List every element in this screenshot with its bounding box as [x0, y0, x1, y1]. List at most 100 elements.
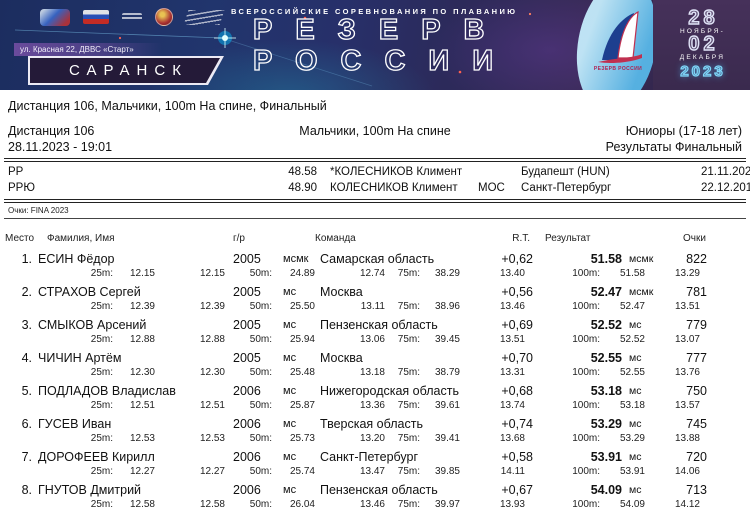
sport-rank: мс	[283, 484, 297, 496]
split-value: 75m:	[397, 433, 420, 444]
split-value: 75m:	[397, 334, 420, 345]
final-result: 53.18	[590, 384, 622, 398]
split-value: 25.48	[289, 367, 315, 378]
result-main-line: 7. ДОРОФЕЕВ Кирилл 2006 мс Санкт-Петербург +0…	[0, 450, 750, 465]
split-value: 51.58	[619, 268, 645, 279]
split-value: 13.76	[674, 367, 700, 378]
results-document: Дистанция 106, Мальчики, 100m На спине, …	[0, 90, 750, 526]
split-value: 50m:	[249, 334, 272, 345]
col-name: Фамилия, Имя	[47, 233, 115, 244]
split-value: 25m:	[90, 301, 113, 312]
split-value: 26.04	[289, 499, 315, 510]
split-value: 12.53	[199, 433, 225, 444]
russian-flag-icon	[83, 10, 109, 24]
split-value: 12.30	[199, 367, 225, 378]
sport-rank: мсмк	[283, 253, 309, 265]
split-value: 39.45	[434, 334, 460, 345]
split-value: 13.93	[499, 499, 525, 510]
result-main-line: 2. СТРАХОВ Сергей 2005 мс Москва +0,56 52.47 мс…	[0, 285, 750, 300]
col-result: Результат	[545, 233, 591, 244]
competition-title: РЕЗЕРВ РОССИИ	[252, 14, 516, 77]
divider	[4, 158, 746, 162]
record-row: РРЮ 48.90 КОЛЕСНИКОВ Климент МОС Санкт-Петер…	[0, 180, 750, 196]
team-name: Москва	[320, 351, 363, 365]
reserve-russia-sail-icon	[598, 10, 642, 63]
split-value: 50m:	[249, 367, 272, 378]
split-value: 25.87	[289, 400, 315, 411]
split-value: 13.29	[674, 268, 700, 279]
split-value: 25.94	[289, 334, 315, 345]
points-value: 822	[686, 252, 707, 266]
sport-rank: мс	[283, 319, 297, 331]
final-result: 52.47	[590, 285, 622, 299]
record-org: МОС	[478, 182, 505, 194]
split-value: 12.53	[129, 433, 155, 444]
split-value: 13.18	[359, 367, 385, 378]
result-rank: мс	[629, 418, 642, 430]
split-value: 12.39	[199, 301, 225, 312]
col-year: г/р	[233, 233, 245, 244]
split-value: 13.46	[499, 301, 525, 312]
sport-rank: мс	[283, 286, 297, 298]
reaction-time: +0,56	[501, 285, 533, 299]
split-value: 38.29	[434, 268, 460, 279]
split-value: 100m:	[572, 268, 600, 279]
split-value: 13.51	[499, 334, 525, 345]
split-value: 13.88	[674, 433, 700, 444]
date-day-from: 28	[688, 7, 719, 29]
split-value: 13.47	[359, 466, 385, 477]
date-year: 2023	[680, 63, 726, 80]
points-value: 750	[686, 384, 707, 398]
split-value: 75m:	[397, 466, 420, 477]
place-number: 2.	[21, 285, 32, 299]
event-distance: Дистанция 106	[8, 124, 95, 138]
split-value: 13.57	[674, 400, 700, 411]
result-row: 1. ЕСИН Фёдор 2005 мсмк Самарская область +0,…	[0, 252, 750, 281]
split-value: 75m:	[397, 499, 420, 510]
page-title: Дистанция 106, Мальчики, 100m На спине, …	[8, 99, 327, 113]
split-value: 13.20	[359, 433, 385, 444]
result-splits-line: 25m: 12.88 12.88 50m: 25.94 13.06 75m: 39.45 13.…	[0, 333, 750, 347]
result-main-line: 4. ЧИЧИН Артём 2005 мс Москва +0,70 52.55 мс 777	[0, 351, 750, 366]
results-rows: 1. ЕСИН Фёдор 2005 мсмк Самарская область +0,…	[0, 252, 750, 512]
team-name: Санкт-Петербург	[320, 450, 419, 464]
final-result: 53.91	[590, 450, 622, 464]
swimmer-name: ДОРОФЕЕВ Кирилл	[38, 450, 155, 464]
swimmer-name: ЕСИН Фёдор	[38, 252, 115, 266]
split-value: 14.12	[674, 499, 700, 510]
split-value: 12.15	[199, 268, 225, 279]
birth-year: 2005	[233, 351, 261, 365]
result-splits-line: 25m: 12.39 12.39 50m: 25.50 13.11 75m: 38.96 13.…	[0, 300, 750, 314]
split-value: 25m:	[90, 367, 113, 378]
divider	[4, 199, 746, 203]
result-main-line: 1. ЕСИН Фёдор 2005 мсмк Самарская область +0,…	[0, 252, 750, 267]
split-value: 100m:	[572, 499, 600, 510]
swimmer-name: ГНУТОВ Дмитрий	[38, 483, 142, 497]
split-value: 39.85	[434, 466, 460, 477]
sport-rank: мс	[283, 418, 297, 430]
split-value: 52.55	[619, 367, 645, 378]
split-value: 13.68	[499, 433, 525, 444]
split-value: 25m:	[90, 334, 113, 345]
points-value: 779	[686, 318, 707, 332]
split-value: 12.88	[129, 334, 155, 345]
result-rank: мс	[629, 319, 642, 331]
place-number: 6.	[21, 417, 32, 431]
sport-rank: мс	[283, 352, 297, 364]
result-splits-line: 25m: 12.58 12.58 50m: 26.04 13.46 75m: 39.97 13.…	[0, 498, 750, 512]
split-value: 25m:	[90, 466, 113, 477]
reaction-time: +0,67	[501, 483, 533, 497]
points-value: 720	[686, 450, 707, 464]
swimmer-name: ПОДЛАДОВ Владислав	[38, 384, 176, 398]
final-result: 52.52	[590, 318, 622, 332]
record-code: РРЮ	[8, 182, 35, 194]
split-value: 75m:	[397, 301, 420, 312]
split-value: 13.07	[674, 334, 700, 345]
birth-year: 2006	[233, 384, 261, 398]
city-badge: САРАНСК	[28, 56, 224, 85]
split-value: 50m:	[249, 268, 272, 279]
split-value: 38.79	[434, 367, 460, 378]
sport-rank: мс	[283, 451, 297, 463]
split-value: 12.15	[129, 268, 155, 279]
reaction-time: +0,62	[501, 252, 533, 266]
